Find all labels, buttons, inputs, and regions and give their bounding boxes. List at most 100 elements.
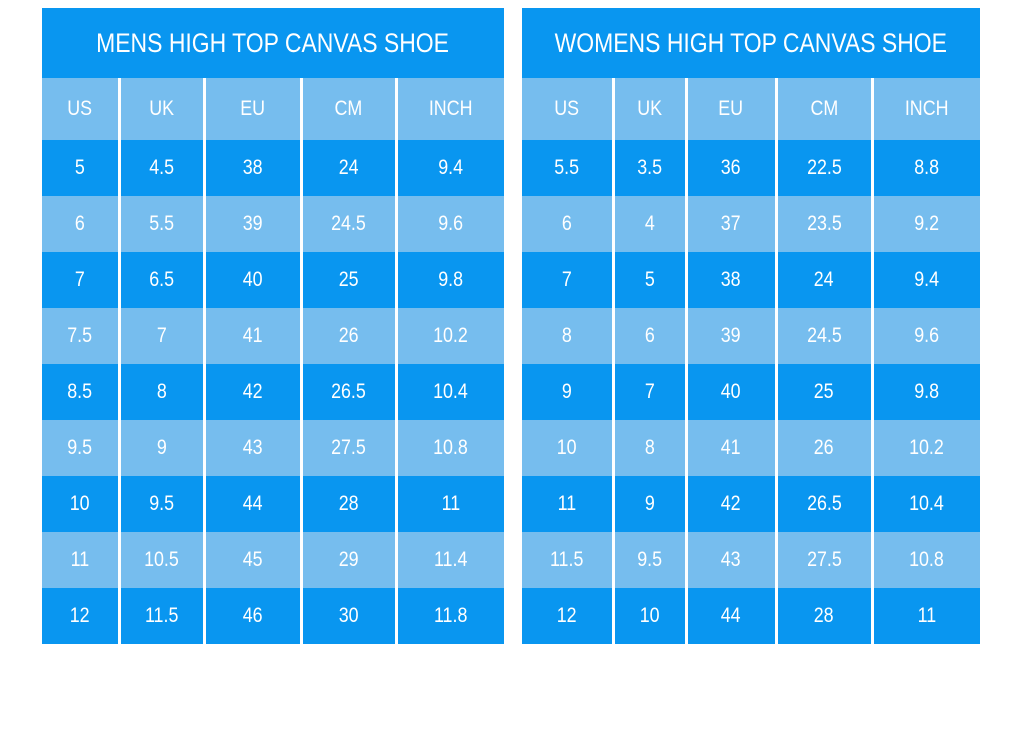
cell-value: 42 bbox=[242, 380, 263, 403]
cell-value: 4 bbox=[644, 212, 655, 235]
cell-inch: 9.2 bbox=[872, 196, 980, 252]
table-row: 9.5 9 43 27.5 10.8 bbox=[42, 420, 504, 476]
cell-value: 42 bbox=[721, 492, 741, 515]
cell-value: 10 bbox=[69, 492, 90, 515]
cell-eu: 43 bbox=[204, 420, 303, 476]
cell-inch: 11 bbox=[872, 588, 980, 644]
cell-eu: 38 bbox=[204, 140, 303, 196]
cell-value: 9.5 bbox=[637, 548, 662, 571]
table-row: 8 6 39 24.5 9.6 bbox=[522, 308, 980, 364]
table-row: 11 9 42 26.5 10.4 bbox=[522, 476, 980, 532]
cell-value: 43 bbox=[242, 436, 263, 459]
table-row: 5.5 3.5 36 22.5 8.8 bbox=[522, 140, 980, 196]
cell-us: 5 bbox=[42, 140, 121, 196]
cell-value: 9.8 bbox=[914, 380, 940, 403]
cell-value: 12 bbox=[556, 604, 577, 627]
cell-uk: 8 bbox=[613, 420, 688, 476]
womens-size-table: WOMENS HIGH TOP CANVAS SHOE US UK EU CM … bbox=[522, 8, 980, 644]
header-label: US bbox=[554, 97, 580, 120]
mens-col-header-uk: UK bbox=[119, 78, 206, 140]
cell-value: 26.5 bbox=[806, 492, 842, 515]
cell-us: 9 bbox=[522, 364, 615, 420]
cell-value: 11.8 bbox=[434, 604, 468, 627]
cell-uk: 5.5 bbox=[119, 196, 206, 252]
cell-value: 22.5 bbox=[806, 156, 842, 179]
cell-value: 24.5 bbox=[331, 212, 366, 235]
womens-col-header-us: US bbox=[522, 78, 615, 140]
cell-uk: 4 bbox=[613, 196, 688, 252]
cell-value: 41 bbox=[721, 436, 741, 459]
cell-value: 11 bbox=[70, 548, 90, 571]
cell-us: 7 bbox=[42, 252, 121, 308]
cell-eu: 42 bbox=[204, 364, 303, 420]
cell-value: 40 bbox=[721, 380, 741, 403]
mens-size-grid: US UK EU CM INCH 5 4.5 38 24 9.4 6 5.5 3… bbox=[42, 78, 504, 644]
cell-value: 26 bbox=[338, 324, 359, 347]
cell-uk: 10 bbox=[613, 588, 688, 644]
cell-cm: 27.5 bbox=[776, 532, 874, 588]
cell-cm: 25 bbox=[301, 252, 398, 308]
cell-cm: 24.5 bbox=[301, 196, 398, 252]
cell-inch: 9.4 bbox=[872, 252, 980, 308]
cell-eu: 42 bbox=[686, 476, 778, 532]
cell-value: 41 bbox=[242, 324, 263, 347]
cell-eu: 41 bbox=[204, 308, 303, 364]
header-label: UK bbox=[149, 97, 174, 120]
cell-value: 23.5 bbox=[806, 212, 842, 235]
cell-value: 28 bbox=[814, 604, 834, 627]
table-row: 12 10 44 28 11 bbox=[522, 588, 980, 644]
mens-table-title: MENS HIGH TOP CANVAS SHOE bbox=[42, 8, 504, 78]
cell-cm: 28 bbox=[776, 588, 874, 644]
cell-uk: 9.5 bbox=[613, 532, 688, 588]
cell-us: 10 bbox=[42, 476, 121, 532]
cell-value: 9.6 bbox=[438, 212, 464, 235]
cell-value: 8.8 bbox=[914, 156, 940, 179]
cell-cm: 28 bbox=[301, 476, 398, 532]
mens-table-body: 5 4.5 38 24 9.4 6 5.5 39 24.5 9.6 7 6.5 … bbox=[42, 140, 504, 644]
cell-value: 7 bbox=[74, 268, 85, 291]
table-row: 11.5 9.5 43 27.5 10.8 bbox=[522, 532, 980, 588]
cell-uk: 7 bbox=[613, 364, 688, 420]
cell-inch: 9.8 bbox=[872, 364, 980, 420]
mens-col-header-inch: INCH bbox=[396, 78, 504, 140]
womens-table-title: WOMENS HIGH TOP CANVAS SHOE bbox=[522, 8, 980, 78]
cell-us: 8.5 bbox=[42, 364, 121, 420]
mens-col-header-eu: EU bbox=[204, 78, 303, 140]
cell-value: 9.4 bbox=[914, 268, 940, 291]
cell-value: 7.5 bbox=[67, 324, 93, 347]
cell-value: 24 bbox=[338, 156, 359, 179]
cell-eu: 44 bbox=[204, 476, 303, 532]
cell-value: 3.5 bbox=[637, 156, 662, 179]
cell-cm: 24 bbox=[776, 252, 874, 308]
cell-uk: 8 bbox=[119, 364, 206, 420]
cell-uk: 6 bbox=[613, 308, 688, 364]
cell-us: 7.5 bbox=[42, 308, 121, 364]
table-row: 9 7 40 25 9.8 bbox=[522, 364, 980, 420]
mens-table-title-text: MENS HIGH TOP CANVAS SHOE bbox=[96, 27, 450, 58]
cell-value: 8.5 bbox=[67, 380, 93, 403]
cell-value: 9.8 bbox=[438, 268, 464, 291]
cell-value: 6 bbox=[74, 212, 85, 235]
cell-value: 5.5 bbox=[149, 212, 174, 235]
cell-uk: 9 bbox=[119, 420, 206, 476]
womens-col-header-eu: EU bbox=[686, 78, 778, 140]
mens-header: US UK EU CM INCH bbox=[42, 78, 504, 140]
cell-cm: 29 bbox=[301, 532, 398, 588]
cell-value: 10 bbox=[556, 436, 577, 459]
cell-inch: 9.6 bbox=[396, 196, 504, 252]
cell-value: 7 bbox=[644, 380, 655, 403]
cell-us: 7 bbox=[522, 252, 615, 308]
cell-value: 10.4 bbox=[433, 380, 469, 403]
cell-value: 25 bbox=[338, 268, 359, 291]
cell-us: 6 bbox=[522, 196, 615, 252]
mens-col-header-us: US bbox=[42, 78, 121, 140]
cell-value: 25 bbox=[814, 380, 834, 403]
cell-uk: 10.5 bbox=[119, 532, 206, 588]
cell-cm: 25 bbox=[776, 364, 874, 420]
cell-inch: 9.8 bbox=[396, 252, 504, 308]
cell-value: 6.5 bbox=[149, 268, 174, 291]
cell-value: 9.6 bbox=[914, 324, 940, 347]
cell-cm: 26.5 bbox=[776, 476, 874, 532]
cell-value: 36 bbox=[721, 156, 741, 179]
cell-eu: 39 bbox=[686, 308, 778, 364]
